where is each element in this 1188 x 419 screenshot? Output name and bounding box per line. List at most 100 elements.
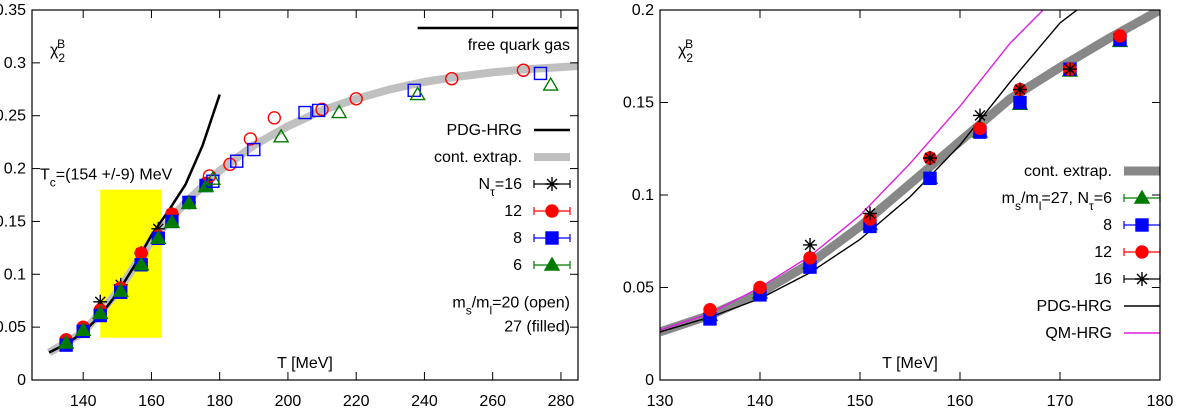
data-point <box>92 305 109 320</box>
x-tick-label: 200 <box>275 393 302 410</box>
legend-label: cont. extrap. <box>434 149 522 166</box>
text-part: =20 (open) <box>492 294 570 311</box>
legend-label: 8 <box>513 230 522 247</box>
data-point <box>533 66 548 81</box>
y-tick-label: 0.15 <box>0 213 26 230</box>
tc-band <box>100 189 162 338</box>
y-tick-label: 0.3 <box>4 55 26 72</box>
legend-symbol <box>543 256 561 271</box>
data-point <box>803 251 817 265</box>
data-point <box>204 170 222 185</box>
x-tick-label: 180 <box>206 393 233 410</box>
legend-label: cont. extrap. <box>1024 163 1112 180</box>
data-point <box>542 76 559 91</box>
data-point <box>163 214 181 229</box>
data-point <box>112 282 129 297</box>
data-point <box>516 63 531 77</box>
data-point <box>230 154 244 168</box>
data-point <box>703 303 717 317</box>
text-part: =16 <box>495 176 522 193</box>
x-tick-label: 260 <box>479 393 506 410</box>
legend-label: Nτ=16 <box>479 176 523 199</box>
plot-area <box>47 26 578 356</box>
x-tick-label: 140 <box>70 393 97 410</box>
data-point <box>180 195 198 210</box>
legend-label: 12 <box>1094 244 1112 261</box>
data-point <box>445 72 459 86</box>
text-part: s <box>466 303 472 317</box>
x-tick-label: 160 <box>138 393 165 410</box>
y-tick-label: 0.2 <box>632 2 654 19</box>
y-tick-label: 0.05 <box>623 280 654 297</box>
y-tick-label: 0.25 <box>0 108 26 125</box>
legend-label: 16 <box>1094 271 1112 288</box>
data-point <box>243 132 258 146</box>
legend-note: 27 (filled) <box>504 318 570 335</box>
legend-symbol <box>1135 245 1149 259</box>
data-point <box>1063 62 1077 77</box>
text-part: T <box>40 167 50 184</box>
x-tick-label: 220 <box>343 393 370 410</box>
data-point <box>1113 29 1127 43</box>
data-point <box>93 294 108 309</box>
y-tick-label: 0.2 <box>4 161 26 178</box>
text-part: c <box>50 176 56 190</box>
data-point <box>407 83 421 98</box>
text-part: τ <box>1089 199 1094 213</box>
data-point <box>1013 95 1027 110</box>
band <box>660 10 1160 337</box>
text-part: 2 <box>686 51 693 65</box>
y-axis-label: χ2B <box>678 37 693 65</box>
data-point <box>923 171 937 186</box>
curve <box>660 10 1044 331</box>
y-tick-label: 0 <box>17 372 26 389</box>
x-tick-label: 160 <box>947 393 974 410</box>
curve <box>660 10 1078 333</box>
x-axis-label: T [MeV] <box>882 355 938 372</box>
legend-label: 6 <box>513 257 522 274</box>
data-point <box>1013 82 1027 97</box>
data-point <box>132 256 150 271</box>
data-point <box>315 102 329 117</box>
text-part: B <box>57 37 65 51</box>
data-point <box>57 334 75 349</box>
data-point <box>150 229 167 245</box>
data-point <box>197 178 215 193</box>
legend-symbol <box>1135 218 1149 232</box>
x-axis-label: T [MeV] <box>277 355 333 372</box>
annotation: Tc=(154 +/-9) MeV <box>40 167 173 190</box>
data-point <box>311 103 326 118</box>
data-point <box>863 206 877 221</box>
data-point <box>330 104 348 119</box>
data-point <box>74 321 92 337</box>
data-point <box>267 111 281 125</box>
y-axis-label: χ2B <box>50 37 65 65</box>
legend-label: 12 <box>504 203 522 220</box>
y-tick-label: 0.15 <box>623 95 654 112</box>
legend-symbol <box>545 231 559 245</box>
data-point <box>223 157 237 172</box>
data-point <box>923 151 937 165</box>
x-tick-label: 180 <box>1147 393 1174 410</box>
data-point <box>298 105 312 120</box>
text-part: =6 <box>1094 190 1112 207</box>
text-part: τ <box>490 185 495 199</box>
data-point <box>803 237 817 252</box>
data-point <box>753 280 767 295</box>
text-part: l <box>489 303 492 317</box>
y-tick-label: 0.1 <box>4 266 26 283</box>
legend-symbol <box>545 204 559 218</box>
legend-label: 8 <box>1103 217 1112 234</box>
text-part: N <box>479 176 491 193</box>
x-tick-label: 150 <box>847 393 874 410</box>
x-tick-label: 240 <box>411 393 438 410</box>
text-part: m <box>452 294 465 311</box>
text-part: χ <box>50 42 59 59</box>
plot-area <box>660 10 1160 337</box>
text-part: =(154 +/-9) MeV <box>56 167 173 184</box>
plot-frame <box>659 9 1161 381</box>
text-part: m <box>1002 190 1015 207</box>
data-point <box>409 86 426 101</box>
legend-note: ms/ml=20 (open) <box>452 294 570 317</box>
